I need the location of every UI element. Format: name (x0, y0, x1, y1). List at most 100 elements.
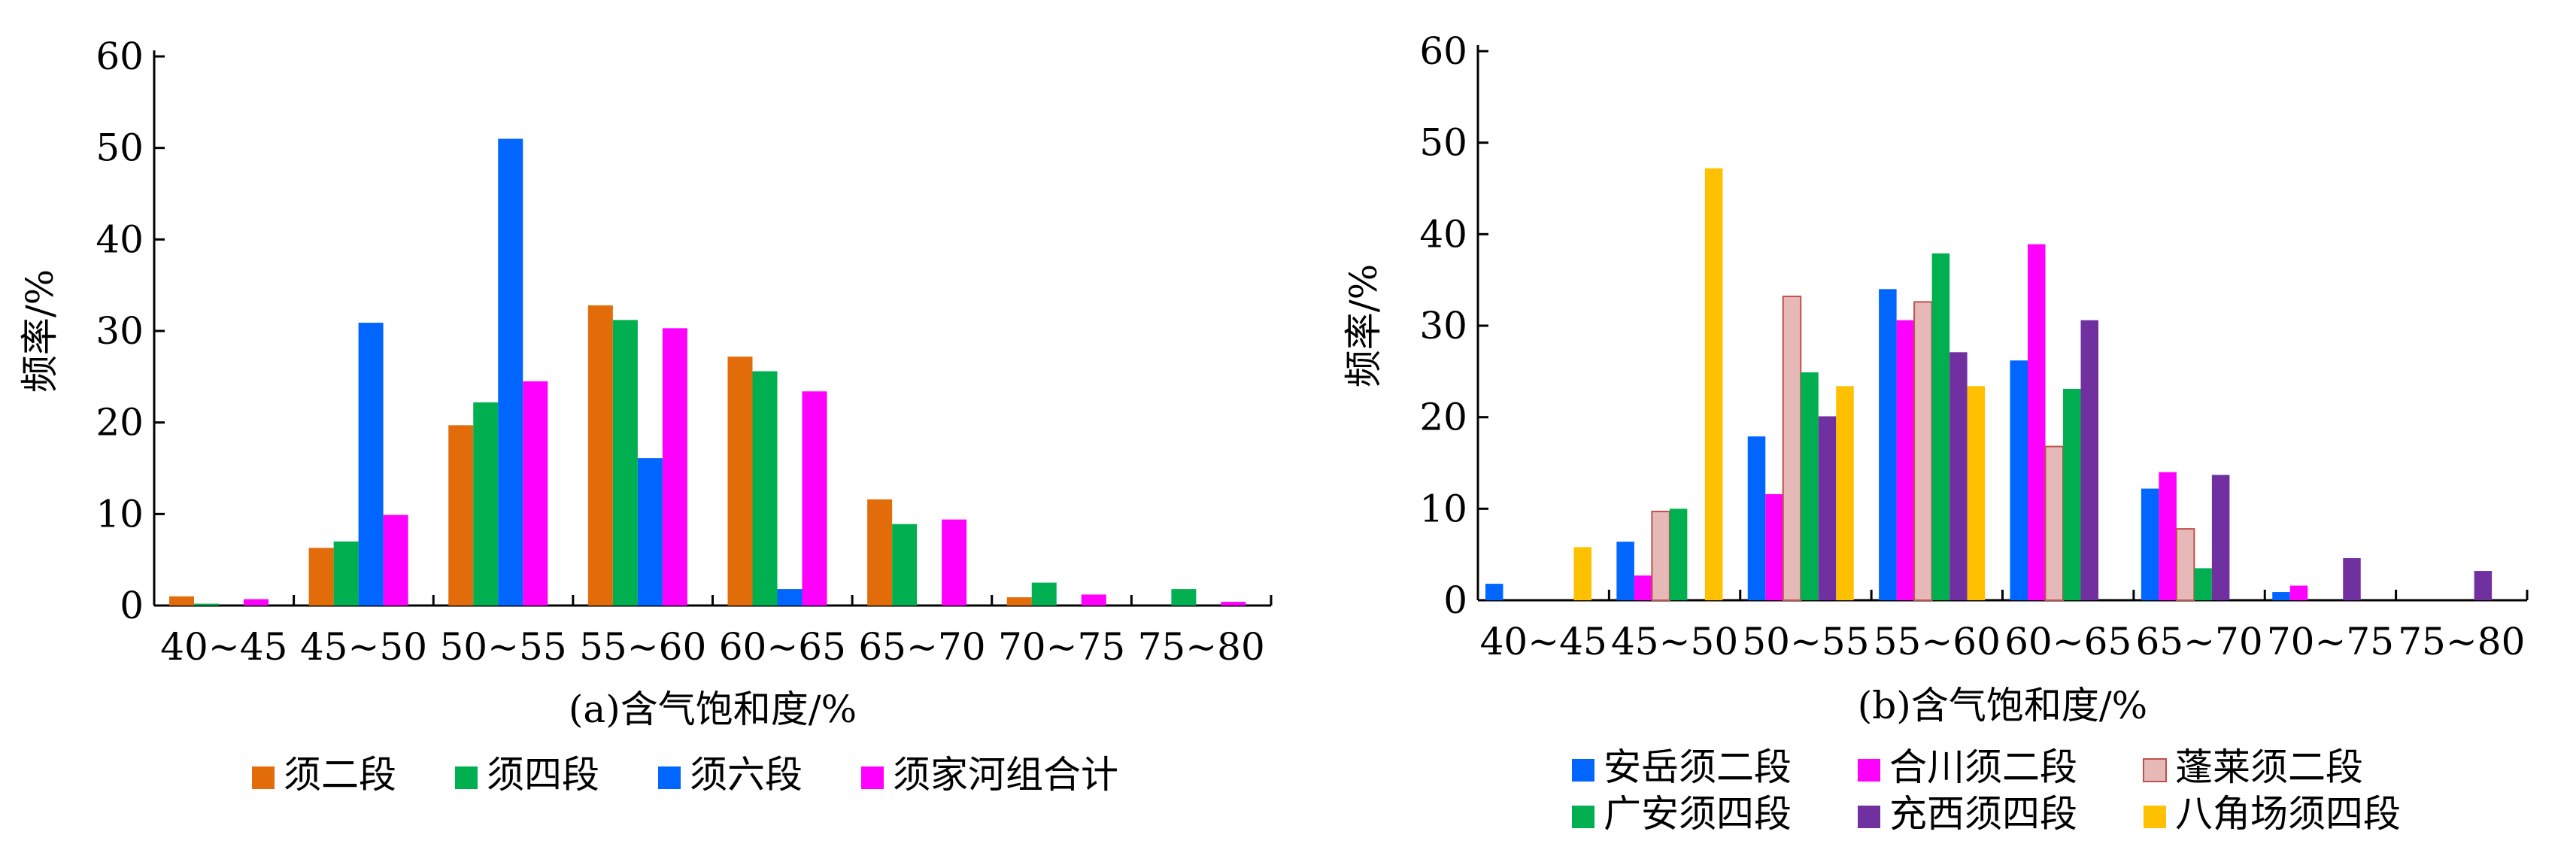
y-tick-label: 10 (1419, 487, 1467, 530)
bar (2080, 320, 2098, 600)
legend-item: 充西须四段 (1858, 792, 2077, 836)
x-tick-label: 40~45 (160, 625, 287, 669)
bar (1818, 416, 1837, 600)
bar (1171, 589, 1197, 606)
legend-swatch (1858, 806, 1880, 828)
bar (1651, 510, 1670, 602)
bar (1031, 582, 1057, 606)
y-tick-label: 50 (1419, 121, 1467, 165)
legend-swatch (2144, 806, 2166, 828)
legend-item: 须家河组合计 (861, 753, 1118, 797)
legend-swatch (1858, 759, 1880, 782)
bar (308, 548, 334, 606)
bar (1896, 320, 1915, 600)
legend-item: 须四段 (455, 753, 599, 797)
bar (867, 499, 893, 606)
x-tick-label: 60~65 (719, 625, 846, 669)
bar (612, 320, 638, 606)
x-axis-label: (b)含气饱和度/% (1858, 684, 2147, 727)
bar (2474, 571, 2493, 600)
bar (2175, 528, 2195, 601)
bar (169, 596, 194, 606)
y-tick-label: 30 (1419, 304, 1467, 348)
y-axis-label: 频率/% (18, 269, 62, 393)
y-tick-label: 20 (1419, 396, 1467, 439)
legend-label: 安岳须二段 (1604, 745, 1792, 789)
bar (1879, 289, 1897, 600)
legend-item: 安岳须二段 (1572, 745, 1792, 789)
bar (637, 458, 663, 606)
bar (662, 328, 687, 606)
bar (587, 305, 613, 606)
legend-label: 须二段 (284, 753, 396, 797)
y-tick-label: 50 (96, 126, 144, 170)
bar (2289, 585, 2308, 600)
y-tick-label: 40 (1419, 212, 1467, 256)
bar (752, 371, 778, 606)
legend-swatch (861, 766, 884, 789)
y-tick-label: 20 (96, 401, 144, 445)
bar (1634, 575, 1652, 600)
bar (333, 541, 359, 606)
bar (802, 391, 827, 606)
bar (1836, 386, 1854, 600)
bar (1765, 493, 1783, 600)
legend-item: 须二段 (252, 753, 396, 797)
bar (358, 323, 384, 606)
bar (2010, 360, 2028, 600)
bar (1931, 253, 1950, 600)
bar (383, 515, 408, 606)
bar (2063, 388, 2081, 600)
y-axis-label: 频率/% (1342, 264, 1385, 387)
y-tick-label: 10 (96, 492, 144, 536)
x-tick-label: 65~70 (2135, 620, 2262, 663)
legend-label: 须家河组合计 (893, 753, 1118, 797)
y-tick-label: 60 (1419, 29, 1467, 73)
legend-swatch (1572, 759, 1594, 782)
bar (448, 425, 474, 606)
x-tick-label: 60~65 (2004, 620, 2131, 663)
bar (1081, 594, 1106, 606)
x-tick-label: 70~75 (2267, 620, 2394, 663)
legend-swatch (252, 766, 275, 789)
legend-item: 广安须四段 (1572, 792, 1792, 836)
bar (892, 524, 918, 606)
bar (2159, 472, 2177, 600)
legend-label: 充西须四段 (1889, 792, 2077, 836)
bar (1485, 584, 1503, 600)
bar (1573, 547, 1591, 600)
bar (2194, 568, 2212, 600)
bar (2211, 475, 2230, 600)
x-axis-label: (a)含气饱和度/% (569, 688, 857, 731)
y-tick-label: 0 (1443, 578, 1467, 622)
bar (498, 138, 523, 606)
chart-a: 0 10 20 30 40 50 60 40~45 45~50 50~55 55~60 60~65 65… (18, 35, 1273, 797)
bar (523, 381, 548, 606)
bar (244, 599, 269, 606)
legend-label: 合川须二段 (1889, 745, 2077, 789)
bar (1616, 542, 1634, 600)
bar (1782, 296, 1802, 601)
chart-b: 0 10 20 30 40 50 60 40~45 45~50 50~55 55~60 60~65 65… (1342, 29, 2529, 836)
bar (1949, 352, 1968, 600)
y-tick-label: 30 (96, 309, 144, 353)
y-tick-label: 40 (96, 217, 144, 261)
x-tick-label: 55~60 (579, 625, 706, 669)
y-tick-label: 0 (120, 584, 144, 627)
legend-label: 蓬莱须二段 (2175, 745, 2363, 789)
legend-label: 八角场须四段 (2175, 792, 2401, 836)
bar (2028, 244, 2046, 600)
legend-swatch (455, 766, 478, 789)
bar (942, 519, 967, 606)
legend-swatch (1572, 806, 1594, 828)
legend-item: 八角场须四段 (2144, 792, 2401, 836)
x-tick-label: 50~55 (439, 625, 566, 669)
x-tick-label: 55~60 (1874, 620, 2001, 663)
x-tick-label: 45~50 (300, 625, 427, 669)
y-tick-label: 60 (96, 35, 144, 78)
legend: 须二段 须四段 须六段 须家河组合计 (252, 753, 1118, 797)
x-tick-label: 40~45 (1480, 620, 1607, 663)
legend-swatch (2143, 758, 2167, 782)
